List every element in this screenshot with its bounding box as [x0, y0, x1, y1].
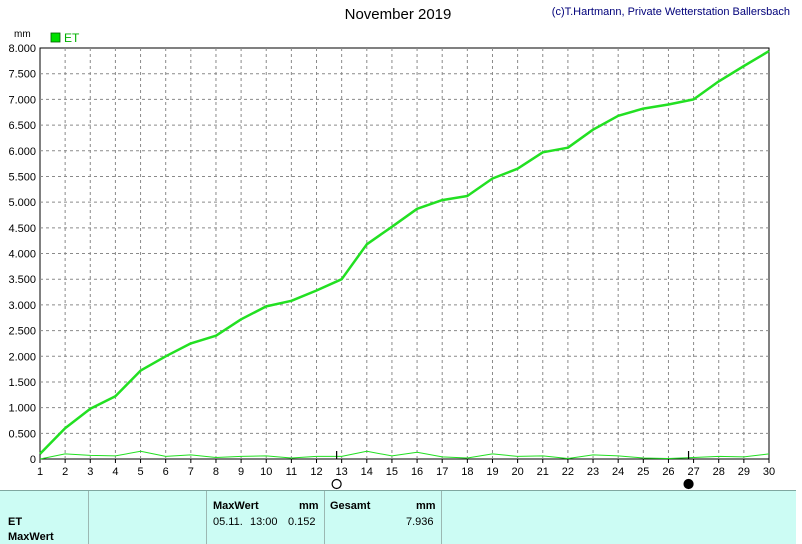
- legend-label: ET: [64, 31, 80, 45]
- x-tick-label: 7: [188, 466, 194, 478]
- x-tick-label: 13: [336, 466, 348, 478]
- x-tick-label: 3: [87, 466, 93, 478]
- x-tick-label: 10: [260, 466, 272, 478]
- panel-divider: [324, 491, 325, 544]
- x-tick-label: 6: [163, 466, 169, 478]
- x-tick-label: 15: [386, 466, 398, 478]
- gesamt-header: Gesamt: [330, 500, 371, 512]
- gesamt-unit: mm: [416, 500, 436, 512]
- x-tick-label: 18: [461, 466, 473, 478]
- y-tick-label: 6.500: [8, 120, 36, 132]
- x-tick-label: 29: [738, 466, 750, 478]
- x-tick-label: 19: [486, 466, 498, 478]
- x-tick-label: 24: [612, 466, 624, 478]
- summary-panel: ET MaxWert MaxWert mm 05.11. 13:00 0.152…: [0, 490, 796, 544]
- maxwert-unit: mm: [299, 500, 319, 512]
- y-tick-label: 2.000: [8, 351, 36, 363]
- y-tick-label: 7.500: [8, 69, 36, 81]
- series-line-daily: [39, 450, 770, 460]
- y-tick-label: 1.000: [8, 403, 36, 415]
- y-tick-label: 8.000: [8, 43, 36, 55]
- x-tick-label: 12: [310, 466, 322, 478]
- full-moon-icon: [331, 478, 342, 490]
- y-tick-label: 4.500: [8, 223, 36, 235]
- maxwert-value: 0.152: [288, 516, 316, 528]
- x-tick-label: 27: [687, 466, 699, 478]
- y-tick-label: 5.000: [8, 197, 36, 209]
- y-tick-label: 5.500: [8, 171, 36, 183]
- y-tick-label: 4.000: [8, 249, 36, 261]
- y-tick-label: 3.500: [8, 274, 36, 286]
- x-tick-label: 5: [137, 466, 143, 478]
- maxwert-date: 05.11.: [213, 516, 243, 528]
- y-tick-label: 0.500: [8, 428, 36, 440]
- x-tick-label: 23: [587, 466, 599, 478]
- x-tick-label: 20: [511, 466, 523, 478]
- chart-area: 0 0.500 1.000 1.500 2.000 2.500 3.000 3.500 4.00…: [8, 29, 775, 490]
- x-tick-label: 25: [637, 466, 649, 478]
- x-tick-label: 11: [286, 466, 297, 478]
- x-tick-label: 28: [713, 466, 725, 478]
- x-tick-label: 17: [436, 466, 448, 478]
- x-tick-label: 1: [37, 466, 43, 478]
- maxwert-time: 13:00: [250, 516, 278, 528]
- chart-title: November 2019: [344, 6, 452, 23]
- x-tick-label: 9: [238, 466, 244, 478]
- x-tick-label: 16: [411, 466, 423, 478]
- gesamt-value: 7.936: [406, 516, 434, 528]
- legend-swatch: [50, 32, 61, 43]
- x-tick-label: 30: [763, 466, 775, 478]
- y-tick-label: 0: [30, 454, 36, 466]
- x-tick-label: 2: [62, 466, 68, 478]
- x-tick-label: 26: [662, 466, 674, 478]
- y-tick-label: 3.000: [8, 300, 36, 312]
- panel-divider: [206, 491, 207, 544]
- maxwert-header: MaxWert: [213, 500, 259, 512]
- credit-text: (c)T.Hartmann, Private Wetterstation Bal…: [551, 6, 790, 18]
- panel-divider: [441, 491, 442, 544]
- series-line-et: [39, 50, 770, 455]
- x-tick-label: 22: [562, 466, 574, 478]
- new-moon-icon: [683, 478, 694, 490]
- row-label-et: ET: [8, 516, 23, 528]
- y-tick-label: 1.500: [8, 377, 36, 389]
- panel-divider: [88, 491, 89, 544]
- y-tick-label: 6.000: [8, 146, 36, 158]
- y-tick-label: 2.500: [8, 326, 36, 338]
- row-label-maxwert: MaxWert: [8, 531, 54, 543]
- y-tick-label: 7.000: [8, 94, 36, 106]
- x-tick-label: 8: [213, 466, 219, 478]
- x-tick-label: 4: [112, 466, 118, 478]
- x-tick-label: 14: [361, 466, 373, 478]
- x-tick-label: 21: [537, 466, 549, 478]
- y-unit-label: mm: [14, 29, 31, 40]
